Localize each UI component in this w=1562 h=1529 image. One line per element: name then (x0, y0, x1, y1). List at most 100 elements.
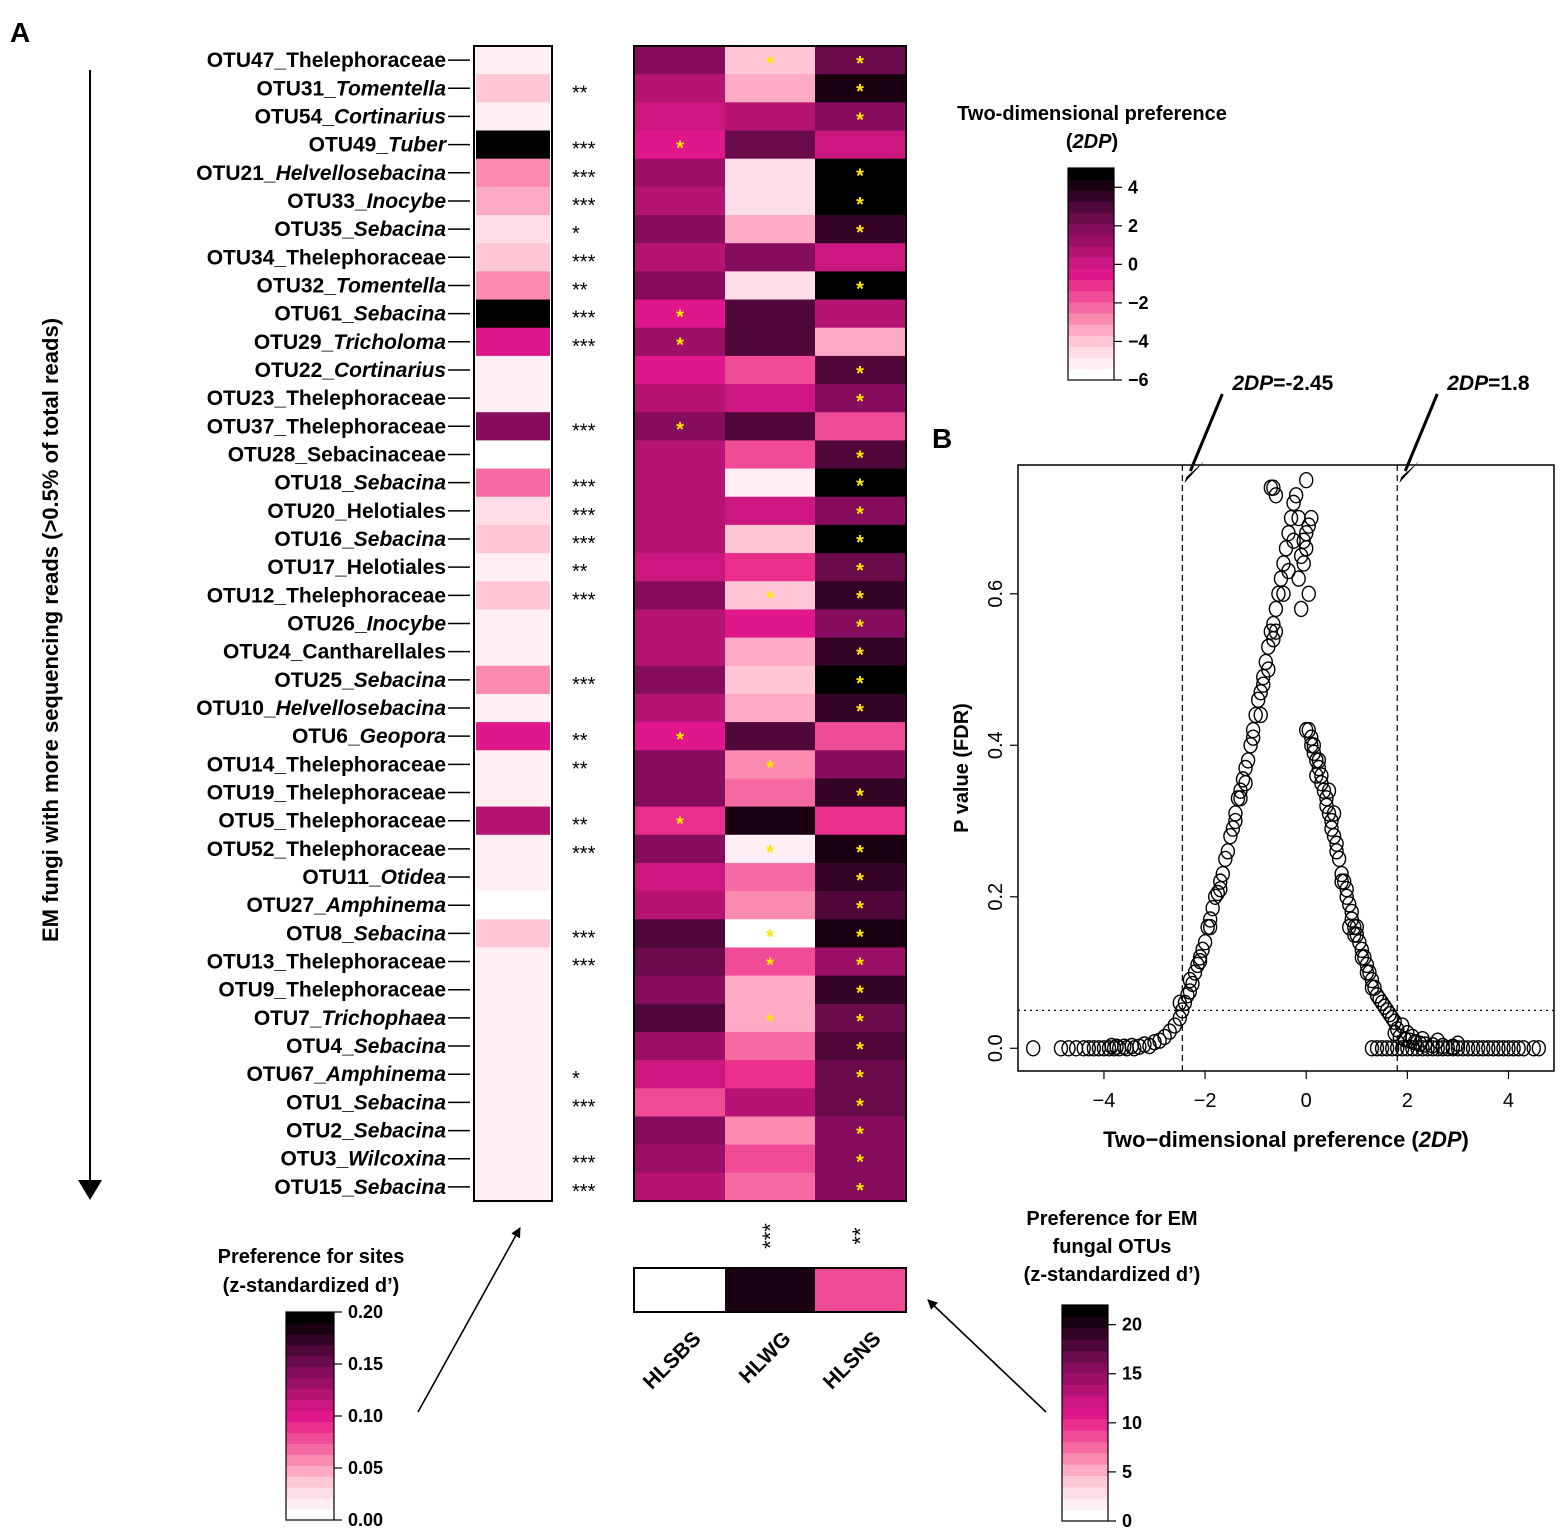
dp-heatmap-cell (725, 524, 816, 554)
dp-heatmap-cell (815, 299, 906, 329)
significance-star: * (856, 53, 864, 75)
otu-label: OTU12_Thelephoraceae (207, 584, 446, 607)
scatter-point (1162, 1023, 1177, 1040)
site-preference-cell (476, 299, 550, 329)
site-significance-mark: *** (572, 420, 596, 442)
legend-swatch (1068, 357, 1114, 370)
dp-legend: 4 2 0 −2 −4 −6 (1067, 167, 1149, 390)
site-significance-mark: *** (572, 589, 596, 611)
site-preference-cell (476, 412, 550, 441)
otu-label: OTU7_Trichophaea (254, 1007, 446, 1030)
legend-tick-label: 0.15 (348, 1354, 383, 1374)
significance-star: * (676, 814, 684, 836)
site-preference-frame (473, 45, 553, 1202)
dp-heatmap-cell (815, 1144, 906, 1174)
scatter-point (1053, 1040, 1069, 1057)
dp-heatmap-cell (635, 722, 726, 751)
site-preference-cell (476, 186, 550, 216)
legend-swatch (1062, 1361, 1108, 1374)
legend-swatch (286, 1322, 334, 1335)
legend-swatch (1062, 1305, 1108, 1317)
legend-swatch (1062, 1407, 1108, 1420)
significance-star: * (856, 926, 864, 948)
panel-label-a: A (10, 17, 30, 48)
legend-tick-label: −6 (1128, 370, 1149, 390)
dp-heatmap-cell (635, 947, 726, 977)
significance-star: * (766, 53, 774, 75)
otu-label: OTU10_Helvellosebacina (196, 697, 446, 720)
scatter-point (1256, 676, 1271, 693)
scatter-point (1415, 1040, 1430, 1057)
otu-label: OTU25_Sebacina (274, 669, 446, 692)
dp-heatmap-cell (725, 384, 816, 413)
scatter-point (1476, 1040, 1491, 1057)
scatter-point (1137, 1036, 1152, 1053)
scatter-point (1359, 964, 1375, 981)
scatter-point (1321, 782, 1337, 799)
dp-heatmap-cell (815, 637, 906, 667)
legend-tick-label: −2 (1128, 293, 1149, 313)
legend-swatch (1062, 1339, 1108, 1351)
column-labels: HLSBS HLWG HLSNS (639, 1327, 886, 1394)
dp-heatmap-cell (725, 299, 816, 329)
legend-swatch (1062, 1486, 1108, 1499)
dp-heatmap-cell (725, 440, 816, 470)
scatter-point (1491, 1040, 1506, 1057)
annotation-arrowhead (1184, 461, 1205, 483)
site-preference-cell (476, 468, 550, 498)
scatter-point (1235, 771, 1251, 788)
site-preference-cell (476, 440, 550, 470)
legend-swatch (1068, 179, 1114, 191)
site-preference-cell (476, 1031, 550, 1061)
sites-legend: 0.20 0.15 0.10 0.05 0.00 (285, 1302, 383, 1529)
legend-swatch (286, 1377, 334, 1390)
dp-heatmap-cell (815, 384, 906, 413)
significance-star: * (856, 1067, 864, 1089)
site-significance-mark: *** (572, 927, 596, 949)
legend-swatch (1068, 246, 1114, 258)
scatter-point (1068, 1040, 1084, 1057)
otu-label: OTU3_Wilcoxina (280, 1148, 446, 1171)
dp-heatmap-cell (635, 271, 726, 301)
dp-heatmap-cell (815, 778, 906, 808)
dp-heatmap-cell (815, 102, 906, 132)
significance-star: * (856, 1011, 864, 1033)
significance-star: * (856, 222, 864, 244)
significance-star: * (766, 926, 774, 948)
column-label: HLWG (735, 1327, 796, 1388)
scatter-point (1379, 1040, 1395, 1057)
dp-heatmap-cell (815, 158, 906, 188)
significance-star: * (856, 785, 864, 807)
legend-swatch (286, 1421, 334, 1433)
dp-heatmap-cell (725, 722, 816, 751)
dp-heatmap-cell (635, 693, 726, 723)
scatter-point (1481, 1040, 1496, 1057)
dp-heatmap-cell (635, 806, 726, 836)
scatter-point (1364, 1040, 1380, 1057)
scatter-point (1329, 843, 1344, 860)
legend-swatch (286, 1344, 334, 1357)
scatter-point (1127, 1040, 1142, 1057)
dp-heatmap-cell (815, 722, 906, 751)
dp-heatmap-cell (815, 750, 906, 779)
dp-heatmap-cell (725, 158, 816, 188)
site-preference-cell (476, 778, 550, 808)
scatter-point (1349, 918, 1364, 936)
significance-star: * (676, 335, 684, 357)
x-tick-label: −2 (1194, 1090, 1217, 1112)
scatter-point (1501, 1040, 1516, 1057)
legend-frame (1061, 1304, 1109, 1522)
dp-heatmap-cell (725, 553, 816, 582)
legend-swatch (286, 1509, 334, 1521)
site-significance-mark: *** (572, 505, 596, 527)
column-label: HLSNS (819, 1327, 886, 1394)
scatter-point (1086, 1040, 1102, 1057)
scatter-point (1301, 585, 1316, 602)
dp-heatmap-cell (725, 327, 816, 357)
scatter-point (1182, 983, 1198, 1000)
site-preference-column (476, 46, 550, 1202)
dp-legend-subtitle: (2DP) (1066, 131, 1118, 153)
significance-star: * (856, 983, 864, 1005)
site-preference-cell (476, 553, 550, 582)
